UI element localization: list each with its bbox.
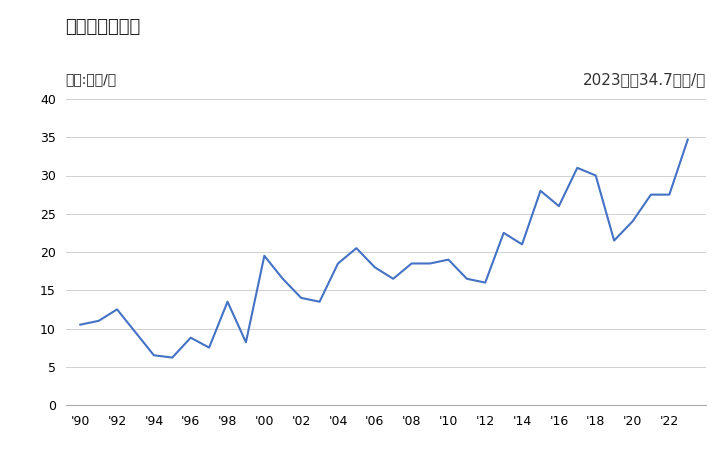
- Text: 2023年：34.7万円/台: 2023年：34.7万円/台: [583, 72, 706, 87]
- Text: 輸出価格の推移: 輸出価格の推移: [66, 18, 141, 36]
- Text: 単位:万円/台: 単位:万円/台: [66, 72, 116, 86]
